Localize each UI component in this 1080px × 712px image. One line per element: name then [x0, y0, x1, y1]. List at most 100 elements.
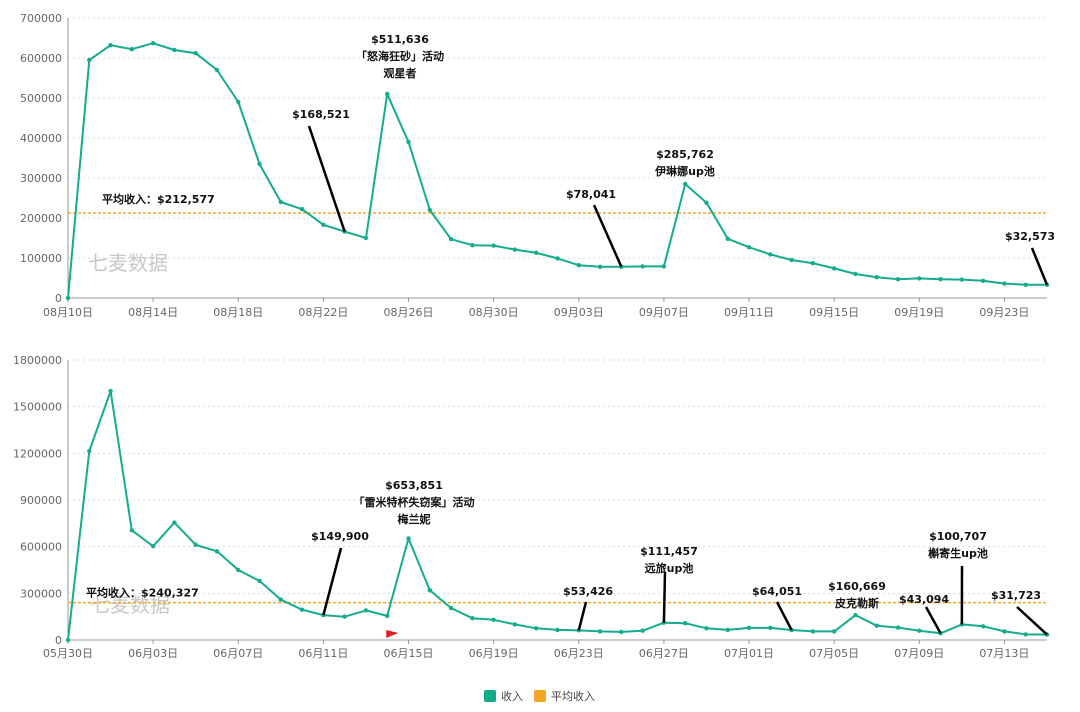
annotation-label: $100,707: [929, 530, 987, 543]
data-point: [810, 261, 816, 266]
annotation-leader-line: [1030, 247, 1049, 286]
data-point: [917, 628, 922, 633]
annotation-label: $43,094: [899, 593, 949, 606]
data-point: [363, 235, 369, 241]
data-point: [555, 627, 560, 633]
x-tick-label: 08月22日: [298, 306, 348, 319]
data-point: [980, 278, 986, 283]
data-point: [65, 295, 71, 301]
x-tick-label: 06月23日: [554, 647, 604, 660]
data-point: [704, 626, 709, 631]
annotation-leader-line: [775, 601, 793, 631]
data-point: [512, 247, 518, 252]
data-point: [576, 263, 581, 268]
data-point: [214, 67, 220, 73]
x-tick-label: 06月27日: [639, 647, 689, 660]
data-point: [278, 199, 284, 205]
legend: 收入 平均收入: [484, 689, 595, 703]
y-tick-label: 300000: [20, 172, 62, 185]
data-point: [725, 236, 730, 241]
data-point: [534, 250, 539, 255]
y-tick-label: 1200000: [13, 447, 62, 460]
x-tick-label: 05月30日: [43, 647, 93, 660]
annotation-leader-line: [307, 125, 346, 233]
data-point: [1023, 282, 1028, 287]
annotation-label: 梅兰妮: [398, 512, 431, 526]
annotation-leader-line: [322, 547, 343, 616]
annotation-label: 「雷米特杯失窃案」活动: [354, 495, 475, 509]
data-point: [108, 388, 113, 394]
legend-item-revenue[interactable]: 收入: [484, 689, 523, 703]
data-point: [619, 629, 624, 635]
data-point: [193, 51, 198, 56]
x-tick-label: 08月14日: [128, 306, 178, 319]
x-tick-label: 07月13日: [979, 647, 1029, 660]
annotation-label: 「怒海狂砂」活动: [356, 49, 444, 63]
data-point: [470, 243, 475, 248]
data-point: [640, 628, 645, 633]
annotation-leader-line: [577, 601, 588, 631]
x-tick-label: 07月01日: [724, 647, 774, 660]
legend-swatch-revenue: [484, 690, 496, 702]
annotation-label: $511,636: [371, 33, 429, 46]
y-tick-label: 0: [55, 634, 62, 647]
data-point: [108, 43, 113, 48]
data-point: [725, 627, 730, 633]
data-point: [959, 277, 965, 282]
y-tick-label: 500000: [20, 92, 62, 105]
data-point: [938, 277, 943, 282]
annotation-label: $149,900: [311, 530, 369, 543]
data-point: [704, 200, 709, 205]
x-tick-label: 07月05日: [809, 647, 859, 660]
data-point: [193, 542, 198, 547]
data-point: [1023, 632, 1028, 637]
y-tick-label: 600000: [20, 541, 62, 554]
annotation-label: $32,573: [1005, 230, 1055, 243]
data-point: [853, 271, 858, 277]
data-point: [257, 161, 262, 167]
x-tick-label: 06月03日: [128, 647, 178, 660]
annotation-leader-line: [924, 606, 942, 634]
x-tick-label: 06月15日: [384, 647, 434, 660]
data-point: [746, 625, 752, 631]
data-point: [831, 266, 837, 271]
annotation-label: $111,457: [640, 545, 698, 558]
y-tick-label: 400000: [20, 132, 62, 145]
data-point: [534, 626, 539, 631]
x-tick-label: 08月10日: [43, 306, 93, 319]
data-point: [257, 578, 262, 584]
average-label: 平均收入：$212,577: [102, 192, 215, 206]
watermark: 七麦数据: [88, 251, 168, 275]
data-point: [129, 47, 135, 52]
annotation-label: 皮克勒斯: [834, 596, 879, 610]
annotation-leader-line: [662, 571, 667, 623]
y-tick-label: 100000: [20, 252, 62, 265]
data-point: [129, 528, 135, 533]
data-point: [214, 549, 220, 554]
legend-label-revenue: 收入: [501, 689, 523, 703]
data-point: [874, 275, 879, 280]
data-point: [406, 536, 411, 541]
data-point: [65, 637, 71, 643]
data-point: [597, 629, 603, 634]
legend-item-average[interactable]: 平均收入: [534, 689, 595, 703]
data-point: [810, 629, 816, 634]
annotation-label: $168,521: [292, 108, 350, 121]
data-point: [746, 245, 752, 250]
y-tick-label: 600000: [20, 52, 62, 65]
data-point: [172, 520, 177, 525]
y-tick-label: 0: [55, 292, 62, 305]
data-point: [980, 624, 986, 629]
top-revenue-chart: 0 100000 200000 300000 400000 500000 600000 700…: [20, 12, 1055, 319]
annotation-label: 观星者: [384, 66, 417, 80]
data-point: [427, 588, 433, 593]
y-tick-label: 200000: [20, 212, 62, 225]
annotation-leader-line: [1016, 606, 1048, 636]
x-tick-label: 07月09日: [894, 647, 944, 660]
y-tick-label: 1800000: [13, 354, 62, 367]
annotation-leader-line: [592, 204, 623, 268]
annotation-label: $64,051: [752, 585, 802, 598]
x-tick-label: 08月26日: [384, 306, 434, 319]
data-point: [321, 222, 326, 227]
data-point: [342, 614, 347, 619]
